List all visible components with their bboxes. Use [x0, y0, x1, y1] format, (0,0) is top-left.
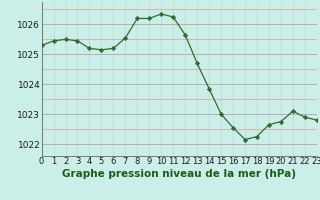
X-axis label: Graphe pression niveau de la mer (hPa): Graphe pression niveau de la mer (hPa) [62, 169, 296, 179]
